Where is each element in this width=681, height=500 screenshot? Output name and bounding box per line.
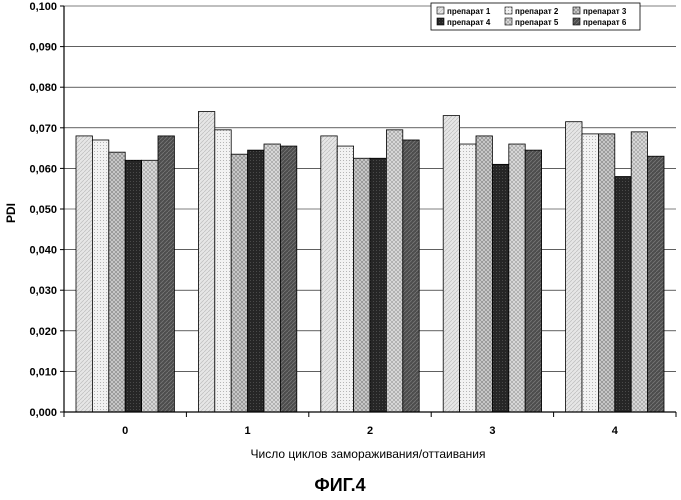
bar-series-4-cat-2 — [370, 158, 386, 412]
y-tick-label: 0,010 — [29, 366, 57, 378]
legend-label-3: препарат 3 — [583, 7, 627, 16]
legend-label-1: препарат 1 — [447, 7, 491, 16]
x-tick-label: 0 — [122, 425, 128, 437]
x-tick-label: 1 — [245, 425, 251, 437]
bar-series-5-cat-1 — [264, 144, 280, 412]
bar-series-2-cat-3 — [460, 144, 476, 412]
bar-series-3-cat-3 — [476, 136, 492, 412]
x-tick-label: 2 — [367, 425, 373, 437]
bar-series-4-cat-0 — [125, 160, 141, 412]
bar-series-6-cat-0 — [158, 136, 174, 412]
y-tick-label: 0,060 — [29, 163, 57, 175]
bar-series-4-cat-4 — [615, 177, 631, 412]
y-tick-label: 0,050 — [29, 204, 57, 216]
bar-series-4-cat-3 — [492, 164, 508, 412]
y-tick-label: 0,090 — [29, 42, 57, 54]
bar-series-6-cat-2 — [403, 140, 419, 412]
bar-series-6-cat-3 — [525, 150, 541, 412]
y-tick-label: 0,000 — [29, 407, 57, 419]
bar-series-5-cat-4 — [631, 132, 647, 412]
legend-swatch-4 — [437, 18, 444, 25]
bar-series-4-cat-1 — [248, 150, 264, 412]
x-tick-label: 3 — [489, 425, 495, 437]
bar-series-1-cat-0 — [76, 136, 92, 412]
x-axis-title: Число циклов замораживания/оттаивания — [251, 447, 486, 461]
bar-series-2-cat-0 — [92, 140, 108, 412]
legend-label-5: препарат 5 — [515, 18, 559, 27]
legend-swatch-6 — [573, 18, 580, 25]
bar-series-1-cat-2 — [321, 136, 337, 412]
bar-series-5-cat-0 — [142, 160, 158, 412]
bar-series-5-cat-2 — [386, 130, 402, 412]
bars — [76, 112, 664, 412]
legend-label-6: препарат 6 — [583, 18, 627, 27]
x-tick-label: 4 — [612, 425, 619, 437]
bar-series-3-cat-0 — [109, 152, 125, 412]
bar-series-5-cat-3 — [509, 144, 525, 412]
y-tick-label: 0,080 — [29, 82, 57, 94]
legend-label-4: препарат 4 — [447, 18, 491, 27]
y-tick-label: 0,070 — [29, 123, 57, 135]
bar-series-2-cat-2 — [337, 146, 353, 412]
legend-swatch-2 — [505, 7, 512, 14]
bar-series-1-cat-4 — [566, 122, 582, 412]
bar-series-2-cat-4 — [582, 134, 598, 412]
legend-swatch-5 — [505, 18, 512, 25]
figure-label: ФИГ.4 — [314, 475, 365, 495]
bar-series-3-cat-4 — [598, 134, 614, 412]
legend-swatch-1 — [437, 7, 444, 14]
bar-series-2-cat-1 — [215, 130, 231, 412]
bar-series-6-cat-4 — [648, 156, 664, 412]
legend-label-2: препарат 2 — [515, 7, 559, 16]
legend: препарат 1 препарат 2 препарат 3 препарат 4… — [431, 3, 640, 30]
y-axis-title: PDI — [4, 203, 18, 223]
y-tick-label: 0,100 — [29, 1, 57, 13]
bar-series-3-cat-1 — [231, 154, 247, 412]
legend-swatch-3 — [573, 7, 580, 14]
x-axis-ticks: 0 1 2 3 4 — [64, 412, 676, 437]
bar-series-1-cat-1 — [198, 112, 214, 412]
bar-series-3-cat-2 — [354, 158, 370, 412]
y-tick-label: 0,030 — [29, 285, 57, 297]
bar-series-6-cat-1 — [280, 146, 296, 412]
y-axis-ticks: 0,000 0,010 0,020 0,030 0,040 0,050 0,060 0,070… — [29, 1, 64, 419]
bar-series-1-cat-3 — [443, 116, 459, 412]
y-tick-label: 0,020 — [29, 326, 57, 338]
y-tick-label: 0,040 — [29, 245, 57, 257]
